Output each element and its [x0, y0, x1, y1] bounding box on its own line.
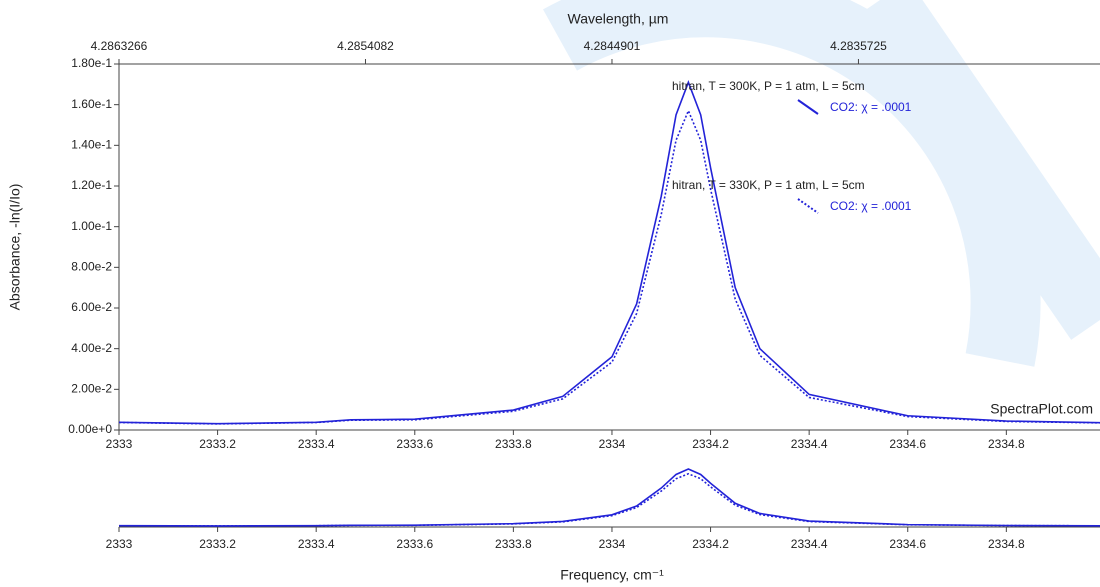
x2-tick-label: 4.2863266: [91, 39, 148, 53]
overview-x-tick-label: 2334.4: [791, 537, 828, 551]
watermark-stroke: [851, 0, 1100, 340]
overview-x-tick-label: 2333: [106, 537, 133, 551]
y-tick-label: 1.80e-1: [71, 56, 112, 70]
y-tick-label: 1.40e-1: [71, 138, 112, 152]
y-tick-label: 4.00e-2: [71, 341, 112, 355]
overview-x-tick-label: 2333.4: [298, 537, 335, 551]
x-tick-label: 2334.2: [692, 437, 729, 451]
y-tick-label: 1.20e-1: [71, 178, 112, 192]
x-tick-label: 2333: [106, 437, 133, 451]
x-tick-label: 2334.4: [791, 437, 828, 451]
y-tick-label: 8.00e-2: [71, 260, 112, 274]
x-tick-label: 2333.6: [396, 437, 433, 451]
overview-x-tick-label: 2334.6: [889, 537, 926, 551]
legend-header: hitran, T = 330K, P = 1 atm, L = 5cm: [672, 178, 865, 192]
overview-x-tick-label: 2334.2: [692, 537, 729, 551]
overview-x-tick-label: 2333.8: [495, 537, 532, 551]
x-axis-title: Frequency, cm⁻¹: [560, 567, 664, 583]
legend-label: CO2: χ = .0001: [830, 199, 912, 213]
legend-swatch: [797, 99, 819, 115]
y-tick-label: 1.60e-1: [71, 97, 112, 111]
x-tick-label: 2334.6: [889, 437, 926, 451]
y-axis-title: Absorbance, -ln(I/Io): [7, 184, 23, 311]
x-tick-label: 2334: [599, 437, 626, 451]
y-tick-label: 0.00e+0: [68, 422, 112, 436]
y-tick-label: 1.00e-1: [71, 219, 112, 233]
x2-tick-label: 4.2835725: [830, 39, 887, 53]
legend-label: CO2: χ = .0001: [830, 100, 912, 114]
legend-header: hitran, T = 300K, P = 1 atm, L = 5cm: [672, 79, 865, 93]
overview-x-tick-label: 2333.2: [199, 537, 236, 551]
overview-x-tick-label: 2334.8: [988, 537, 1025, 551]
series-line: [118, 108, 1100, 425]
watermark-text: SpectraPlot.com: [990, 401, 1093, 417]
legend-swatch: [797, 198, 819, 214]
x-tick-label: 2333.4: [298, 437, 335, 451]
watermark-shapes: [543, 0, 1100, 367]
x-tick-label: 2334.8: [988, 437, 1025, 451]
x2-tick-label: 4.2844901: [584, 39, 641, 53]
y-tick-label: 2.00e-2: [71, 382, 112, 396]
overview-series-line: [118, 472, 1100, 527]
overview-x-tick-label: 2334: [599, 537, 626, 551]
overview-series-line: [118, 468, 1100, 527]
series-line: [118, 80, 1100, 425]
overview-x-tick-label: 2333.6: [396, 537, 433, 551]
x-tick-label: 2333.8: [495, 437, 532, 451]
x2-axis-title: Wavelength, µm: [568, 11, 669, 27]
x-tick-label: 2333.2: [199, 437, 236, 451]
y-tick-label: 6.00e-2: [71, 300, 112, 314]
x2-tick-label: 4.2854082: [337, 39, 394, 53]
